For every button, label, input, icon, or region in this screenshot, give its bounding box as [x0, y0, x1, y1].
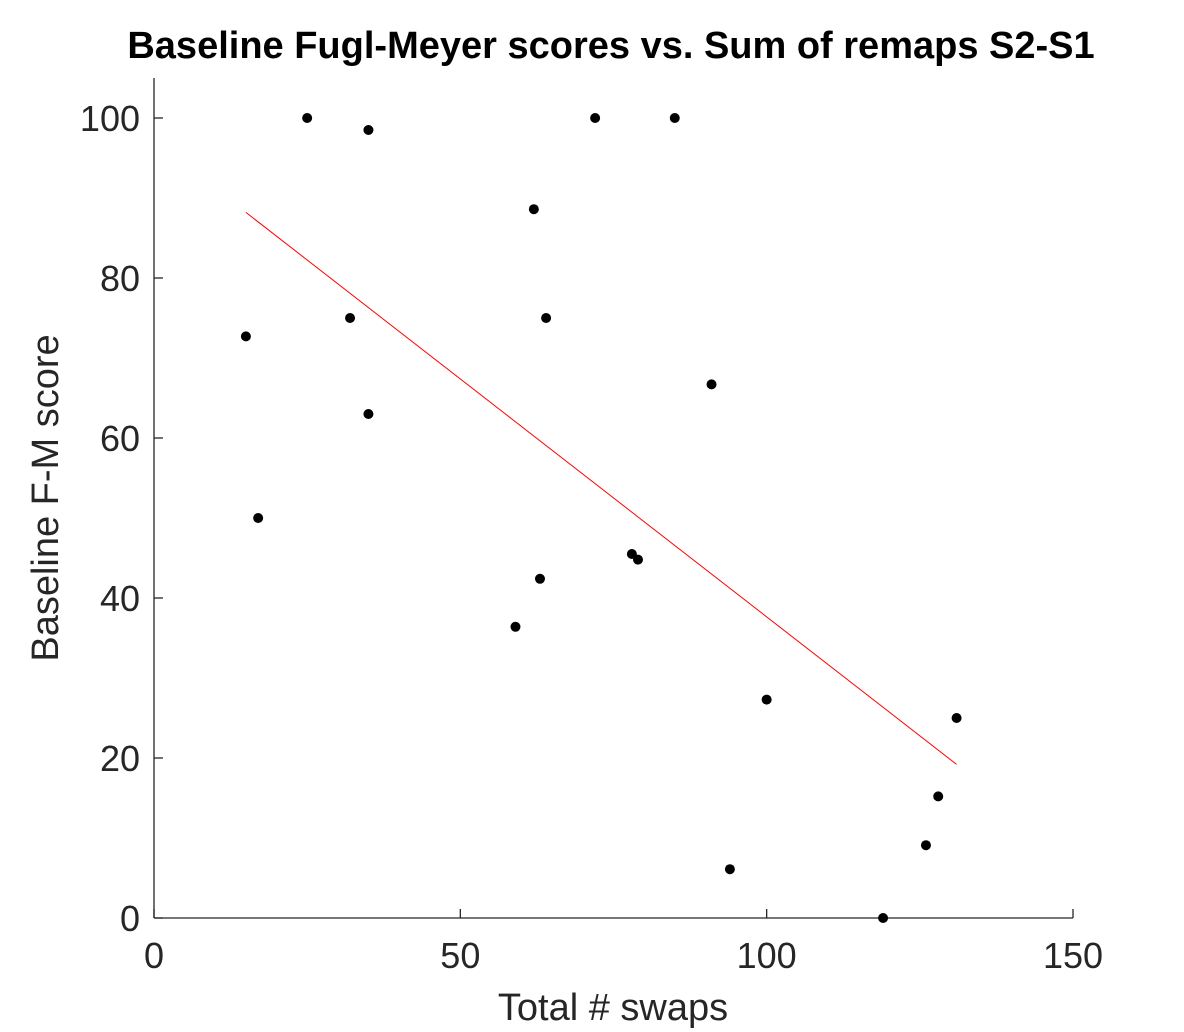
data-point [240, 331, 251, 342]
data-point [510, 621, 521, 632]
axes [153, 78, 1073, 919]
fit-line-layer [245, 212, 957, 765]
y-tick-label: 80 [100, 258, 140, 299]
x-axis-label: Total # swaps [498, 987, 728, 1029]
data-point [920, 840, 931, 851]
tick-labels: 0 50 100 150 0 20 40 60 80 100 [80, 98, 1103, 976]
data-point [302, 113, 313, 123]
tick-marks [153, 117, 1074, 919]
y-tick-label: 20 [100, 738, 140, 779]
data-point [345, 313, 356, 323]
y-tick-label: 40 [100, 578, 140, 619]
data-point [878, 913, 889, 923]
chart-title: Baseline Fugl-Meyer scores vs. Sum of re… [127, 25, 1094, 67]
data-point [669, 113, 680, 123]
x-tick-label: 50 [440, 935, 480, 976]
x-tick-label: 0 [144, 935, 164, 976]
data-point [363, 409, 374, 419]
y-tick-label: 60 [100, 418, 140, 459]
x-tick-label: 100 [737, 935, 797, 976]
data-point [951, 713, 962, 723]
x-tick-label: 150 [1043, 935, 1103, 976]
data-point [724, 864, 735, 875]
data-point [706, 379, 717, 390]
y-tick-label: 100 [80, 98, 140, 139]
data-point [633, 554, 644, 565]
regression-line [245, 212, 957, 765]
data-point [528, 204, 539, 215]
data-point [933, 791, 944, 802]
y-tick-label: 0 [120, 898, 140, 939]
data-point [590, 113, 601, 123]
y-axis-label: Baseline F-M score [25, 334, 67, 661]
data-point [541, 313, 552, 323]
data-point [253, 513, 264, 523]
data-point [761, 694, 772, 705]
data-point [363, 125, 374, 135]
data-points [240, 113, 962, 923]
data-point [534, 573, 545, 584]
